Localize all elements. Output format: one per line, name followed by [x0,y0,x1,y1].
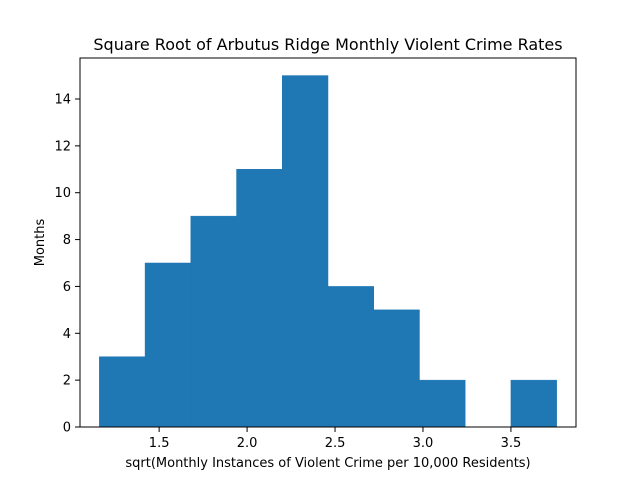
histogram-bar [327,286,374,428]
y-tick-label: 14 [54,93,71,108]
y-tick-label: 2 [63,374,71,389]
y-tick-label: 4 [63,327,71,342]
y-tick-label: 0 [63,421,71,436]
histogram-bar [419,379,466,428]
x-tick-label: 3.5 [501,436,522,451]
histogram-bar [144,262,192,428]
y-axis-label: Months [33,219,48,267]
bars-group [99,75,557,428]
histogram-bar [190,215,237,428]
plot-frame [79,57,577,428]
x-tick-label: 2.0 [237,436,258,451]
y-tick-label: 10 [54,186,71,201]
histogram-bar [373,309,420,428]
y-tick-label: 12 [54,139,71,154]
y-axis-ticks: 0 2 4 6 8 10 12 14 [54,93,80,436]
x-axis-ticks: 1.5 2.0 2.5 3.0 3.5 [149,427,521,451]
y-tick-label: 8 [63,233,71,248]
histogram-bar [282,75,329,428]
histogram-bar [236,169,283,428]
y-tick-label: 6 [63,280,71,295]
x-axis-label: sqrt(Monthly Instances of Violent Crime … [125,456,530,471]
x-tick-label: 2.5 [325,436,346,451]
chart-title: Square Root of Arbutus Ridge Monthly Vio… [93,35,562,54]
histogram-bar [510,379,557,428]
x-tick-label: 1.5 [149,436,170,451]
histogram-bar [99,356,146,428]
x-tick-label: 3.0 [413,436,434,451]
